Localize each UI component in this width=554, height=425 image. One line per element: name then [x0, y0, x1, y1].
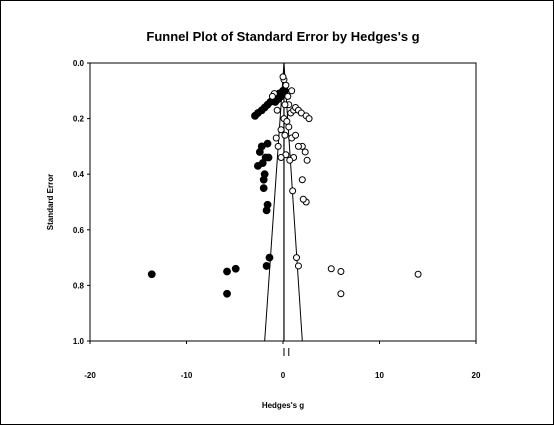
- x-tick-label: -20: [84, 371, 96, 380]
- imputed-study-point: [223, 267, 231, 276]
- observed-study-point: [288, 87, 296, 95]
- observed-study-point: [268, 92, 276, 100]
- imputed-study-point: [263, 139, 272, 148]
- observed-study-point: [272, 134, 280, 142]
- imputed-study-point: [260, 170, 269, 179]
- y-axis-label: Standard Error: [46, 174, 55, 230]
- imputed-study-point: [265, 253, 274, 262]
- observed-study-point: [284, 92, 292, 100]
- observed-study-point: [303, 156, 311, 164]
- x-tick-label: 0: [281, 371, 286, 380]
- observed-study-point: [281, 131, 289, 139]
- imputed-study-point: [259, 184, 268, 193]
- plot-layer: 0.0 0.2 0.4 0.6 0.8 1.0 -20 -10 0 10 20: [73, 59, 481, 380]
- observed-study-point: [292, 131, 300, 139]
- observed-study-point: [293, 254, 301, 262]
- y-tick-label: 0.0: [73, 59, 85, 68]
- x-axis-label: Hedges's g: [262, 401, 304, 410]
- observed-study-point: [294, 142, 302, 150]
- funnel-right-line: [283, 62, 303, 342]
- observed-study-point: [298, 176, 306, 184]
- y-tick-label: 0.4: [73, 170, 85, 179]
- imputed-study-point: [262, 262, 271, 270]
- observed-study-point: [273, 106, 281, 114]
- imputed-study-point: [279, 86, 287, 95]
- funnel-left-line: [264, 62, 285, 342]
- observed-study-point: [327, 265, 335, 273]
- observed-study-point: [277, 154, 285, 162]
- x-tick-label: 20: [472, 371, 481, 380]
- imputed-study-point: [263, 200, 272, 209]
- observed-study-point: [301, 148, 309, 156]
- imputed-study-point: [223, 289, 231, 298]
- imputed-study-point: [231, 264, 240, 273]
- observed-study-point: [414, 270, 422, 278]
- observed-study-point: [299, 195, 307, 203]
- chart-title: Funnel Plot of Standard Error by Hedges'…: [146, 29, 419, 44]
- x-tick-label: -10: [181, 371, 193, 380]
- y-tick-label: 0.2: [73, 115, 85, 124]
- observed-study-point: [337, 268, 345, 275]
- observed-study-point: [279, 73, 287, 81]
- observed-study-point: [281, 101, 289, 109]
- y-tick-label: 0.8: [73, 281, 85, 290]
- imputed-study-point: [264, 153, 273, 162]
- y-tick-label: 1.0: [73, 337, 85, 346]
- x-tick-label: 10: [375, 371, 384, 380]
- observed-study-point: [286, 156, 294, 164]
- observed-study-point: [294, 262, 302, 270]
- observed-study-point: [337, 290, 345, 298]
- observed-study-point: [289, 187, 297, 195]
- observed-study-point: [274, 142, 282, 150]
- observed-study-point: [277, 126, 285, 134]
- observed-study-point: [283, 117, 291, 125]
- imputed-study-point: [147, 270, 156, 279]
- y-tick-label: 0.6: [73, 226, 85, 235]
- observed-study-point: [305, 115, 313, 123]
